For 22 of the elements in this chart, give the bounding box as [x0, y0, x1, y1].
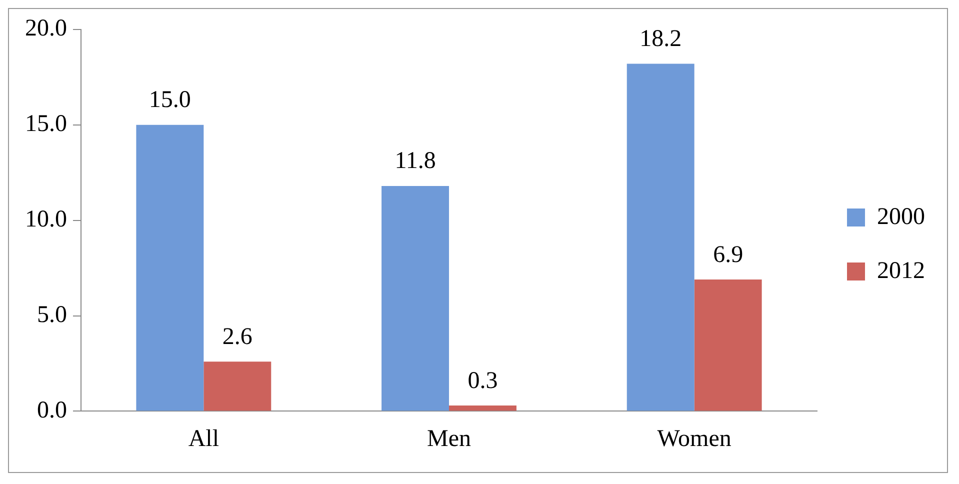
- data-label: 15.0: [148, 87, 191, 114]
- x-tick-label: Men: [427, 426, 471, 452]
- y-tick-label: 20.0: [25, 16, 67, 42]
- data-label: 11.8: [394, 148, 436, 174]
- bar: [694, 279, 762, 411]
- y-tick-label: 15.0: [25, 111, 67, 138]
- legend-label: 2012: [877, 258, 925, 284]
- y-tick-label: 10.0: [25, 206, 67, 233]
- bar: [449, 405, 516, 411]
- bar: [626, 64, 694, 411]
- data-label: 2.6: [222, 324, 252, 350]
- bar: [136, 124, 204, 411]
- bar: [382, 186, 449, 411]
- y-tick-label: 0.0: [37, 397, 67, 424]
- data-label: 18.2: [640, 26, 682, 52]
- data-label: 0.3: [468, 368, 498, 394]
- x-tick-label: Women: [657, 426, 732, 452]
- legend-label: 2000: [877, 204, 925, 230]
- y-tick-label: 5.0: [37, 302, 67, 328]
- bar: [204, 362, 272, 411]
- x-tick-label: All: [188, 426, 220, 452]
- data-label: 6.9: [713, 242, 744, 268]
